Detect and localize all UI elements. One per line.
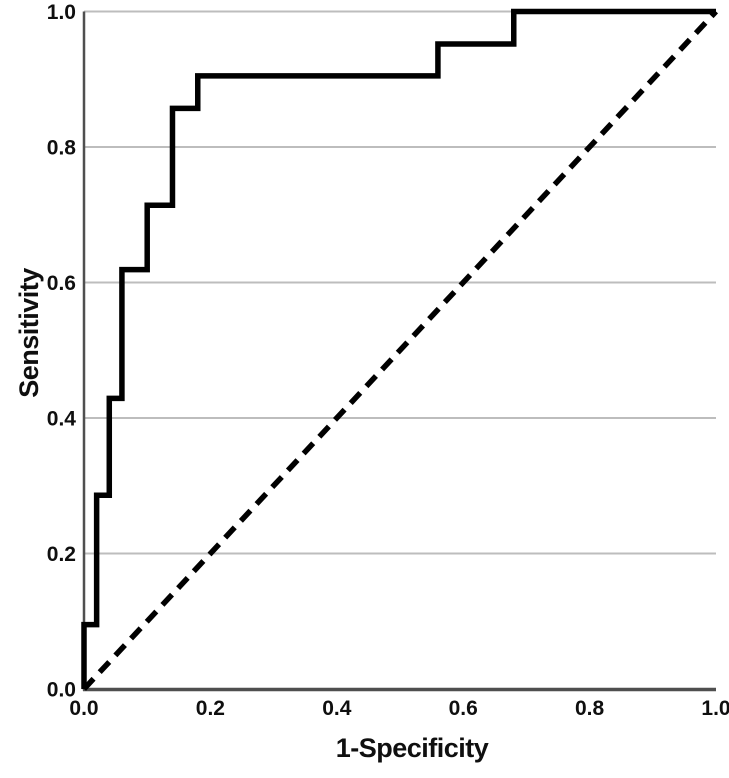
y-tick-label-0.8: 0.8 [47, 137, 77, 160]
x-tick-label-1.0: 1.0 [701, 697, 729, 720]
roc-curve-line [81, 8, 716, 689]
reference-diagonal-line [81, 9, 719, 691]
y-tick-label-0.0: 0.0 [47, 679, 76, 702]
x-tick-label-0.4: 0.4 [322, 697, 352, 720]
y-axis-title: Sensitivity [14, 268, 44, 398]
x-axis-title: 1-Specificity [336, 733, 489, 763]
x-tick-label-0.6: 0.6 [449, 697, 478, 720]
y-tick-label-0.2: 0.2 [47, 543, 76, 566]
x-tick-label-0.0: 0.0 [69, 697, 98, 720]
y-tick-label-1.0: 1.0 [47, 1, 76, 24]
x-tick-label-0.2: 0.2 [196, 697, 225, 720]
y-tick-label-0.4: 0.4 [47, 408, 77, 431]
series-layer [81, 8, 719, 691]
tick-labels-layer: 0.0 0.2 0.4 0.6 0.8 1.0 0.0 0.2 0.4 0.6 0.8 1.0 [47, 1, 729, 720]
gridlines-layer [84, 10, 716, 555]
x-tick-label-0.8: 0.8 [575, 697, 605, 720]
axes-layer [82, 11, 716, 692]
y-tick-label-0.6: 0.6 [47, 272, 76, 295]
